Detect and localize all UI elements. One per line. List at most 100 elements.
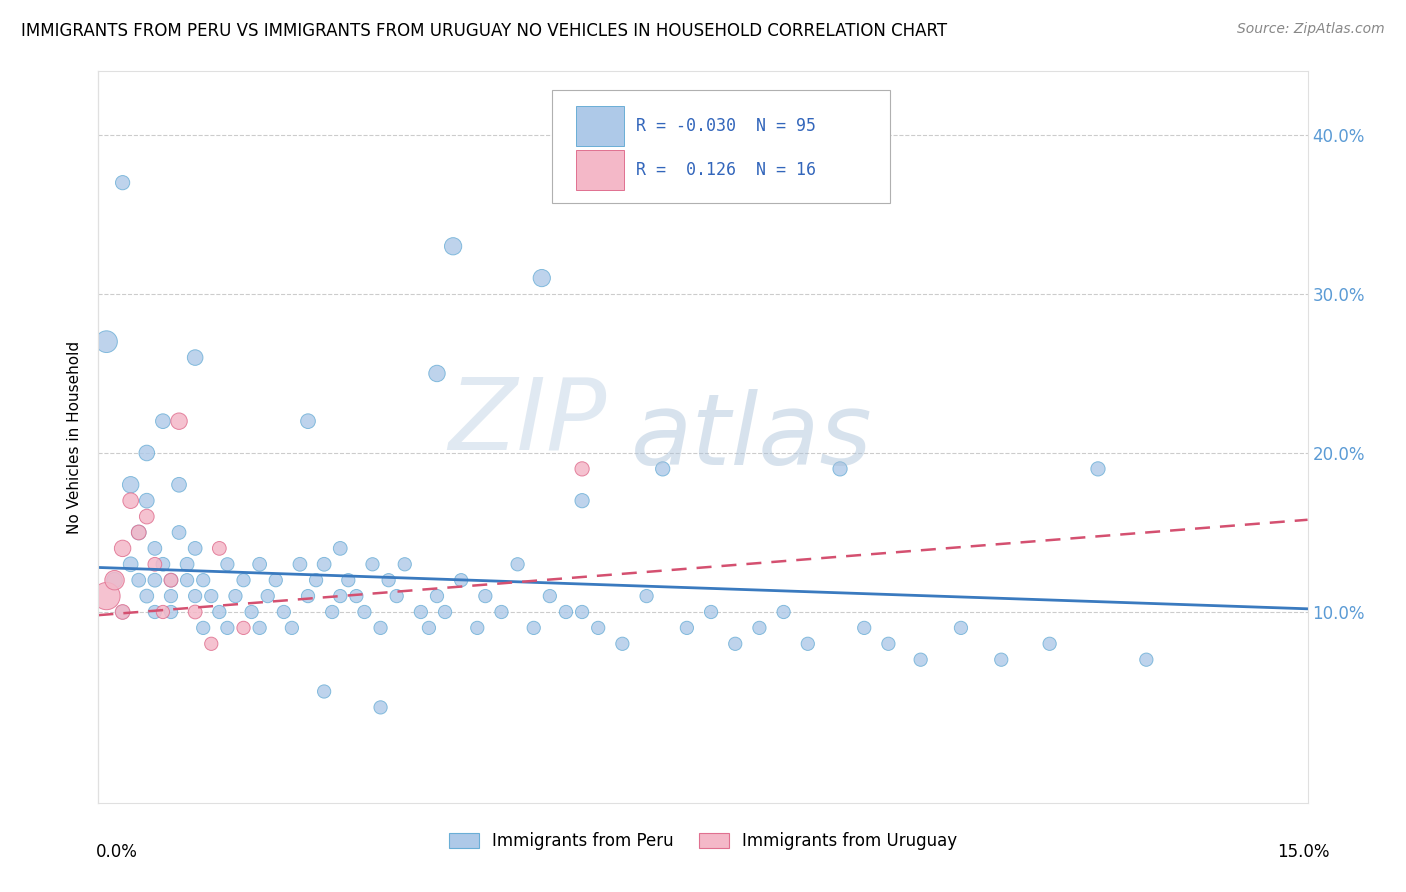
Point <box>586 621 609 635</box>
Point <box>314 558 336 572</box>
Point <box>465 621 488 635</box>
Point <box>249 558 271 572</box>
Bar <box>576 150 624 190</box>
FancyBboxPatch shape <box>551 90 890 203</box>
Point <box>208 541 231 556</box>
Point <box>361 558 384 572</box>
Point <box>184 541 207 556</box>
Point <box>143 541 166 556</box>
Point <box>571 605 593 619</box>
Point <box>1087 462 1109 476</box>
Point <box>329 589 352 603</box>
Point <box>506 558 529 572</box>
Point <box>111 176 134 190</box>
Point <box>329 541 352 556</box>
Point <box>305 573 328 587</box>
Point <box>377 573 399 587</box>
Point <box>910 653 932 667</box>
Bar <box>576 106 624 146</box>
Point <box>441 239 464 253</box>
Point <box>152 605 174 619</box>
Point <box>143 573 166 587</box>
Point <box>120 493 142 508</box>
Point <box>249 621 271 635</box>
Point <box>571 462 593 476</box>
Text: Source: ZipAtlas.com: Source: ZipAtlas.com <box>1237 22 1385 37</box>
Point <box>184 589 207 603</box>
Point <box>143 605 166 619</box>
Point <box>135 493 157 508</box>
Point <box>184 351 207 365</box>
Text: ZIP: ZIP <box>449 374 606 471</box>
Point <box>700 605 723 619</box>
Point <box>797 637 820 651</box>
Point <box>120 477 142 491</box>
Point <box>450 573 472 587</box>
Point <box>152 414 174 428</box>
Point <box>135 589 157 603</box>
Point <box>200 637 222 651</box>
Point <box>143 558 166 572</box>
Point <box>474 589 496 603</box>
Point <box>288 558 311 572</box>
Point <box>281 621 304 635</box>
Point <box>128 573 150 587</box>
Point <box>394 558 416 572</box>
Point <box>200 589 222 603</box>
Point <box>990 653 1012 667</box>
Point <box>208 605 231 619</box>
Point <box>724 637 747 651</box>
Point <box>217 558 239 572</box>
Point <box>418 621 440 635</box>
Point <box>176 573 198 587</box>
Point <box>370 621 392 635</box>
Point <box>1039 637 1062 651</box>
Point <box>530 271 553 285</box>
Point <box>273 605 295 619</box>
Text: atlas: atlas <box>630 389 872 485</box>
Point <box>353 605 375 619</box>
Point <box>538 589 561 603</box>
Point <box>612 637 634 651</box>
Point <box>96 334 118 349</box>
Point <box>772 605 794 619</box>
Point <box>676 621 699 635</box>
Point <box>128 525 150 540</box>
Point <box>103 573 125 587</box>
Point <box>103 573 125 587</box>
Point <box>217 621 239 635</box>
Point <box>167 477 190 491</box>
Point <box>111 605 134 619</box>
Point <box>240 605 263 619</box>
Point <box>184 605 207 619</box>
Point <box>321 605 343 619</box>
Point <box>160 605 183 619</box>
Point <box>160 573 183 587</box>
Point <box>111 541 134 556</box>
Text: IMMIGRANTS FROM PERU VS IMMIGRANTS FROM URUGUAY NO VEHICLES IN HOUSEHOLD CORRELA: IMMIGRANTS FROM PERU VS IMMIGRANTS FROM … <box>21 22 948 40</box>
Point <box>264 573 287 587</box>
Point <box>232 573 254 587</box>
Point <box>523 621 546 635</box>
Point <box>152 558 174 572</box>
Point <box>853 621 876 635</box>
Point <box>491 605 513 619</box>
Point <box>370 700 392 714</box>
Text: R = -0.030  N = 95: R = -0.030 N = 95 <box>637 117 817 136</box>
Point <box>877 637 900 651</box>
Point <box>120 558 142 572</box>
Point <box>160 589 183 603</box>
Point <box>135 509 157 524</box>
Point <box>434 605 457 619</box>
Point <box>828 462 851 476</box>
Point <box>193 573 215 587</box>
Point <box>176 558 198 572</box>
Legend: Immigrants from Peru, Immigrants from Uruguay: Immigrants from Peru, Immigrants from Ur… <box>441 825 965 856</box>
Point <box>571 493 593 508</box>
Point <box>344 589 367 603</box>
Point <box>409 605 432 619</box>
Point <box>949 621 972 635</box>
Point <box>385 589 408 603</box>
Point <box>297 414 319 428</box>
Text: 0.0%: 0.0% <box>96 843 138 861</box>
